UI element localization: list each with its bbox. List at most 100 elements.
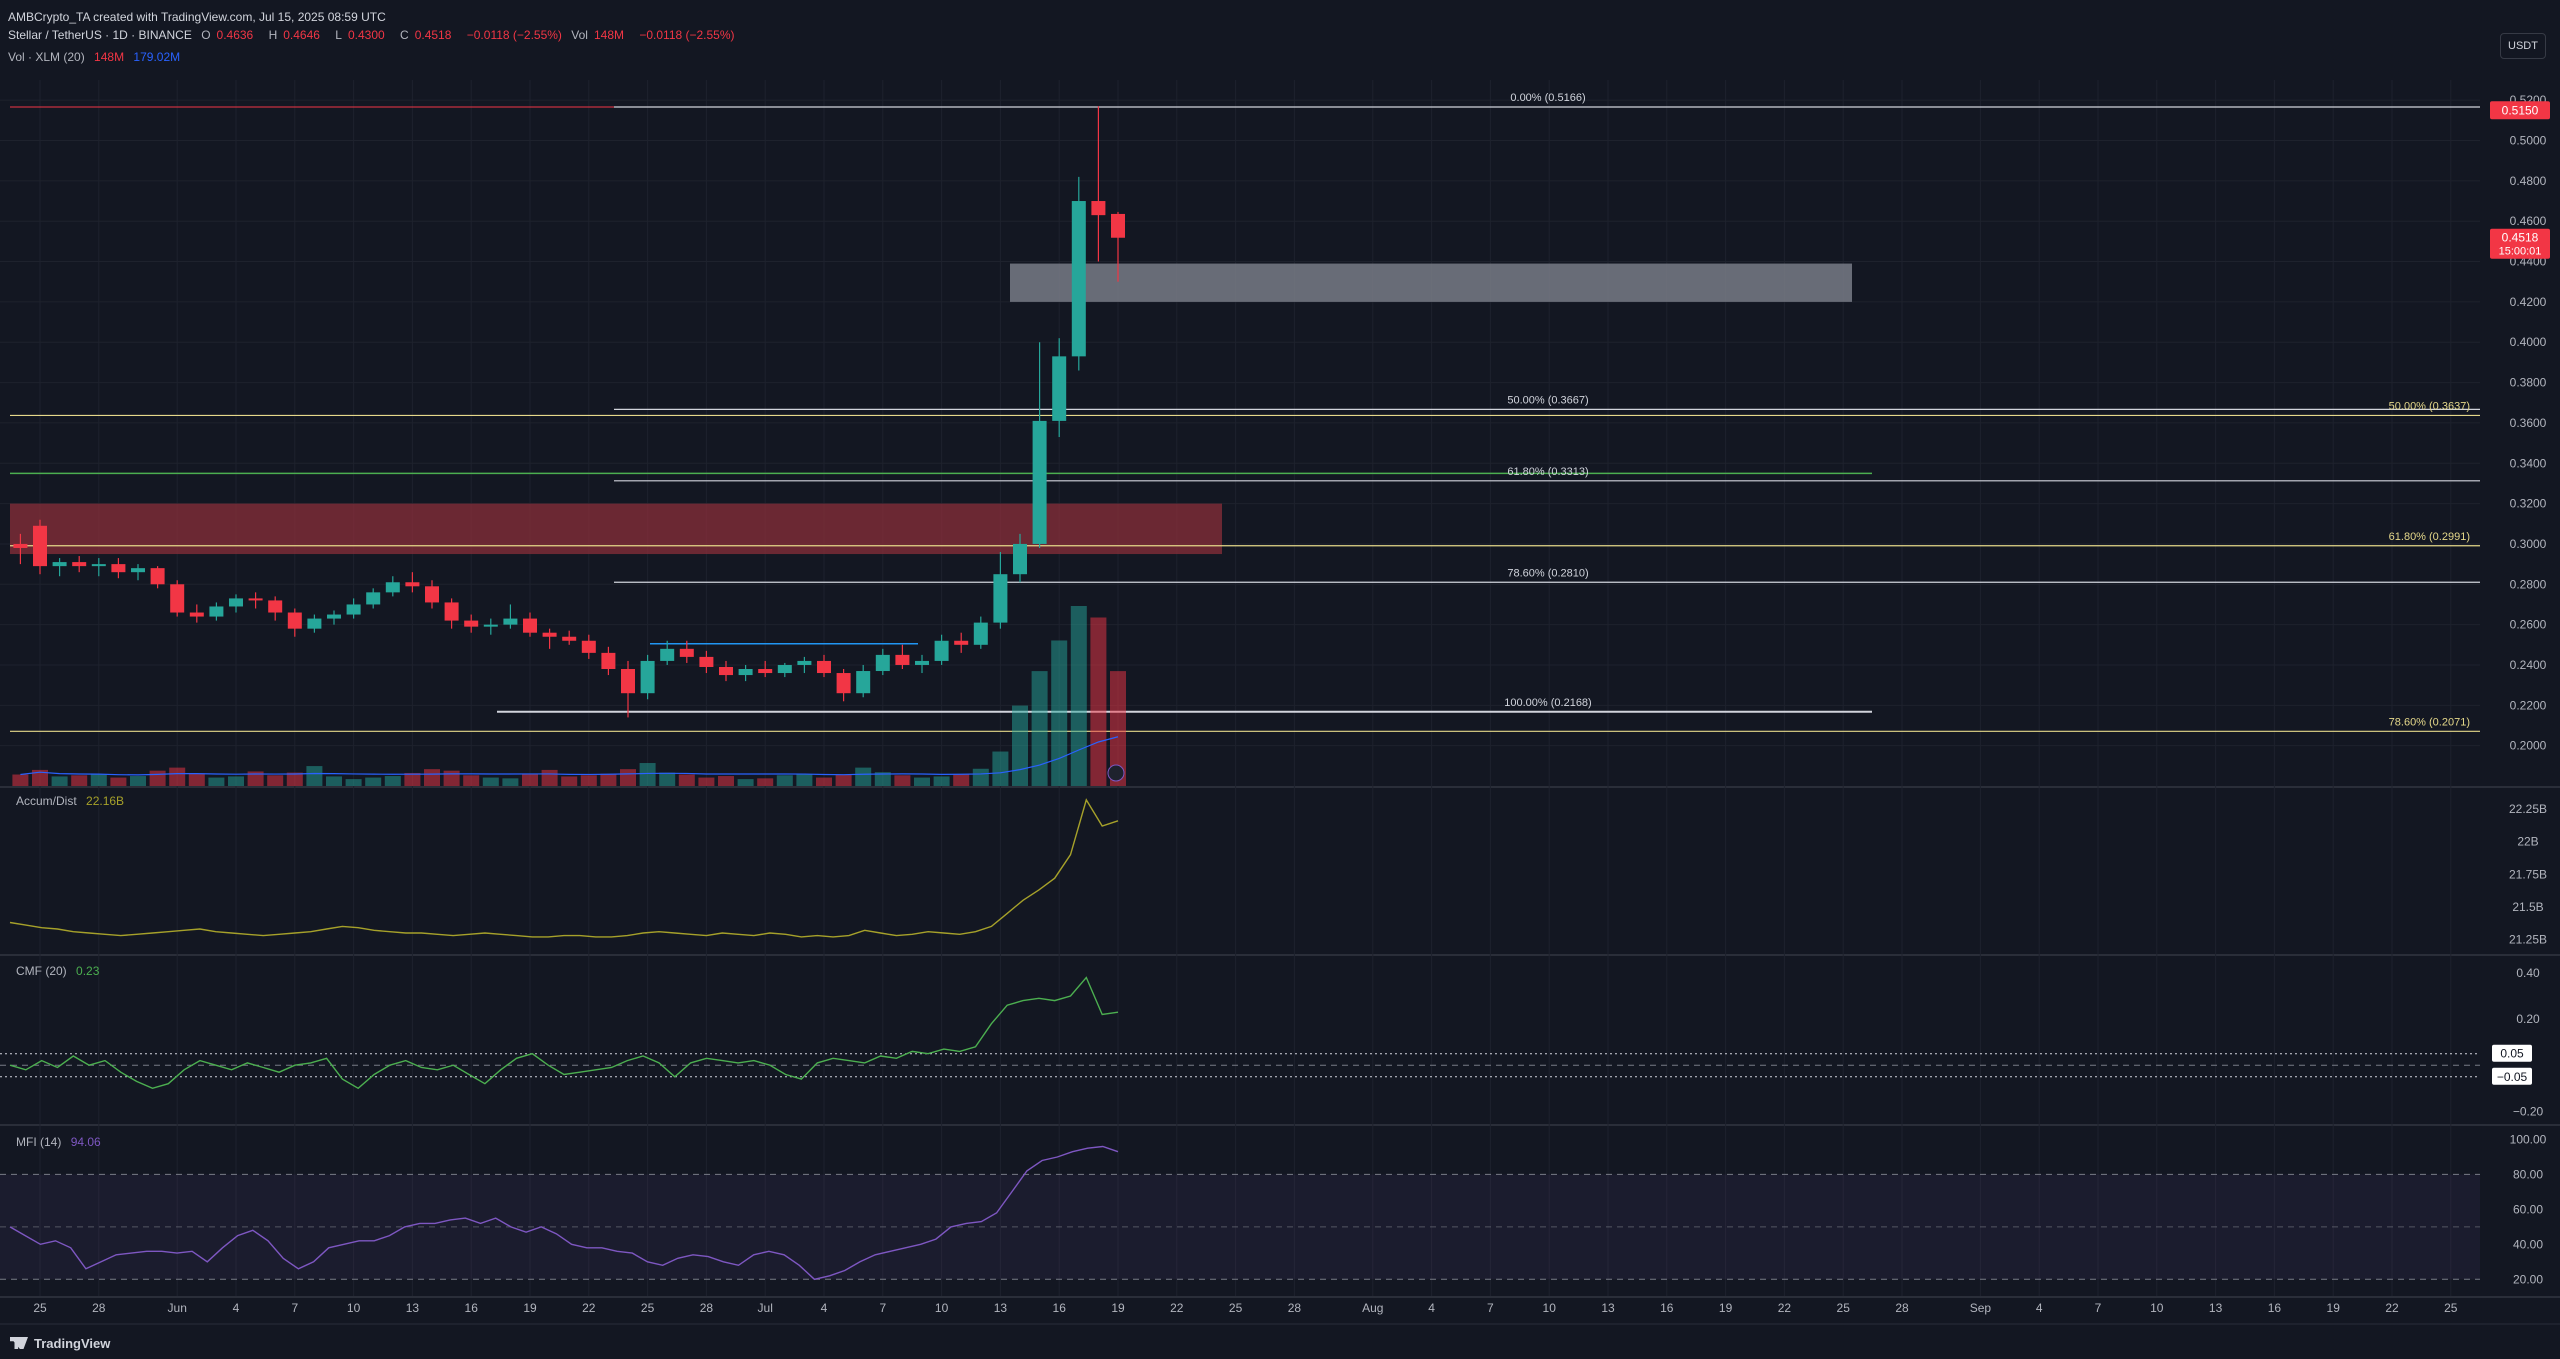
- currency-button[interactable]: USDT: [2500, 33, 2546, 59]
- accum-dist-value: 22.16B: [86, 794, 125, 808]
- price-axis-tick: 0.2200: [2510, 698, 2547, 712]
- volume-bar: [482, 777, 499, 786]
- time-axis-tick: 19: [1719, 1301, 1733, 1315]
- time-axis-tick: 13: [994, 1301, 1008, 1315]
- mfi-legend[interactable]: MFI (14) 94.06: [16, 1135, 107, 1149]
- time-axis-tick: 25: [33, 1301, 47, 1315]
- candle-body: [425, 586, 439, 603]
- candle-body: [287, 612, 302, 629]
- time-axis-tick: 4: [821, 1301, 828, 1315]
- sub-axis-tick: 22.25B: [2509, 802, 2547, 816]
- sub-axis-tick: 100.00: [2510, 1132, 2547, 1146]
- time-axis-tick: 4: [233, 1301, 240, 1315]
- volume-bar: [992, 751, 1009, 786]
- fib-level-label: 78.60% (0.2071): [2389, 716, 2470, 728]
- fib-level-label: 50.00% (0.3637): [2389, 400, 2470, 412]
- volume-bar: [130, 776, 146, 786]
- volume-bar: [972, 768, 989, 786]
- time-axis-tick: 28: [1895, 1301, 1909, 1315]
- candle-body: [1032, 420, 1047, 544]
- volume-bar: [71, 775, 88, 786]
- fair-value-gap-zone: [1010, 263, 1852, 302]
- candle-body: [91, 564, 106, 567]
- ohlc-change: −0.0118 (−2.55%): [466, 28, 562, 42]
- candle-body: [1111, 213, 1125, 238]
- sub-axis-tick: 60.00: [2513, 1202, 2543, 1216]
- fib-level-label: 50.00% (0.3667): [1507, 394, 1588, 406]
- candle-body: [719, 666, 733, 676]
- candle-body: [52, 562, 67, 567]
- volume-bar: [855, 767, 872, 786]
- volume-bar: [1051, 640, 1068, 786]
- volume-bar: [188, 773, 205, 786]
- time-axis-tick: 4: [1428, 1301, 1435, 1315]
- candle-body: [229, 598, 243, 607]
- time-axis-tick: 7: [291, 1301, 298, 1315]
- volume-bar: [757, 778, 774, 786]
- accum-dist-line: [9, 798, 1119, 938]
- time-axis-tick: Jun: [168, 1301, 187, 1315]
- mfi-label: MFI (14): [16, 1135, 62, 1149]
- time-axis-tick: 13: [2209, 1301, 2223, 1315]
- cmf-threshold-tag: [2492, 1067, 2532, 1085]
- candle-body: [346, 604, 361, 615]
- candle-body: [640, 660, 655, 694]
- symbol-title[interactable]: Stellar / TetherUS · 1D · BINANCE: [8, 28, 192, 42]
- volume-bar: [1012, 705, 1028, 786]
- price-axis-tick: 0.2600: [2510, 618, 2547, 632]
- fib-level-label: 61.80% (0.2991): [2389, 531, 2470, 543]
- price-axis-tick: 0.2000: [2510, 739, 2547, 753]
- candle-body: [111, 564, 126, 573]
- time-axis-tick: 4: [2036, 1301, 2043, 1315]
- volume-bar: [404, 772, 421, 786]
- time-axis-tick: 10: [2150, 1301, 2164, 1315]
- cmf-value: 0.23: [76, 964, 100, 978]
- candle-body: [934, 640, 949, 661]
- volume-bar: [816, 777, 832, 786]
- candle-body: [150, 568, 165, 585]
- price-axis-tick: 0.3200: [2510, 497, 2547, 511]
- volume-bar: [286, 772, 303, 786]
- volume-bar: [522, 774, 538, 786]
- volume-bar: [678, 774, 695, 786]
- volume-bar: [796, 774, 813, 786]
- time-axis-tick: 28: [700, 1301, 714, 1315]
- chart-credit: AMBCrypto_TA created with TradingView.co…: [8, 10, 386, 24]
- volume-bar: [776, 775, 793, 786]
- price-tag-value: 0.4518: [2502, 231, 2539, 245]
- volume-bar: [345, 779, 362, 786]
- volume-bar: [384, 776, 401, 786]
- time-axis-tick: 25: [2444, 1301, 2458, 1315]
- candle-body: [464, 620, 479, 627]
- volume-bar: [12, 774, 29, 786]
- volume-bar: [169, 767, 186, 786]
- candle-body: [366, 592, 381, 605]
- candle-body: [444, 602, 459, 621]
- candle-body: [1071, 201, 1086, 357]
- volume-indicator-legend[interactable]: Vol · XLM (20) 148M 179.02M: [8, 50, 186, 64]
- volume-bar: [247, 771, 264, 786]
- candle-body: [601, 652, 616, 670]
- candle-body: [660, 648, 675, 661]
- sub-axis-tick: −0.05: [2497, 1070, 2528, 1084]
- candle-body: [1052, 356, 1067, 421]
- volume-bar: [580, 775, 597, 786]
- volume-bar: [600, 773, 617, 786]
- volume-bar: [718, 776, 734, 786]
- price-tag-value: 0.5150: [2502, 103, 2539, 117]
- sub-axis-tick: 21.75B: [2509, 867, 2547, 881]
- ohlc-low: L 0.4300: [335, 28, 385, 42]
- volume-bar: [894, 775, 911, 786]
- time-axis-tick: 16: [1053, 1301, 1067, 1315]
- time-axis-tick: 7: [2095, 1301, 2102, 1315]
- volume-bar: [835, 774, 852, 786]
- time-axis-tick: 25: [1837, 1301, 1851, 1315]
- accum-dist-legend[interactable]: Accum/Dist 22.16B: [16, 794, 130, 808]
- price-tag: [2490, 101, 2550, 120]
- price-axis-tick: 0.4000: [2510, 335, 2547, 349]
- time-axis-tick: 10: [1543, 1301, 1557, 1315]
- cmf-legend[interactable]: CMF (20) 0.23: [16, 964, 105, 978]
- candle-body: [72, 562, 87, 567]
- candle-body: [856, 671, 871, 694]
